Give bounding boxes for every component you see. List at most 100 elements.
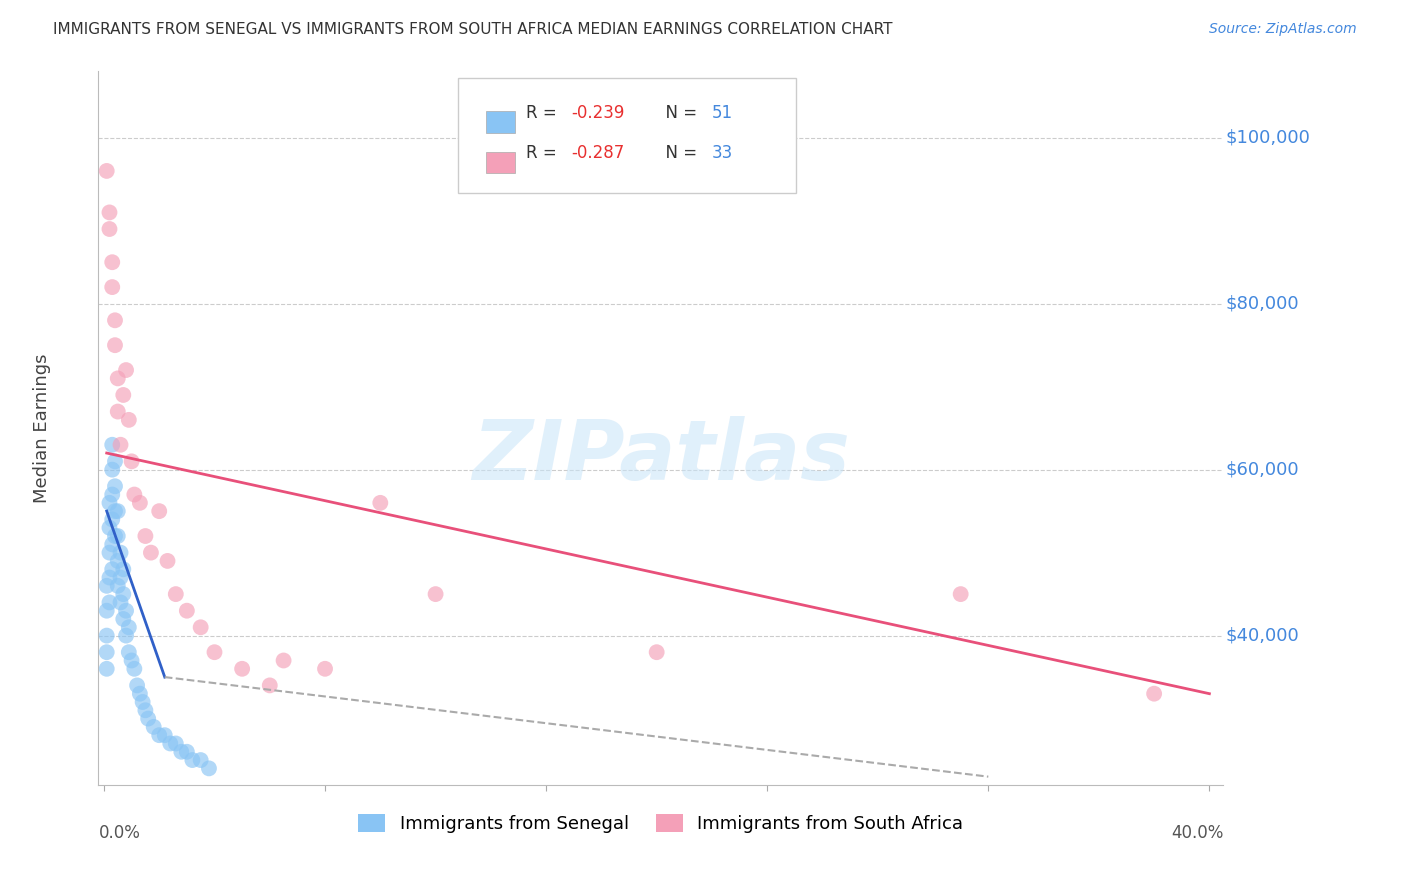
Point bbox=[101, 438, 124, 452]
Point bbox=[107, 371, 129, 385]
Point bbox=[96, 645, 118, 659]
Point bbox=[273, 653, 295, 667]
Point bbox=[176, 604, 198, 618]
Point bbox=[118, 645, 141, 659]
Point bbox=[1143, 687, 1166, 701]
Point bbox=[107, 529, 129, 543]
Point bbox=[118, 413, 141, 427]
Point bbox=[115, 629, 138, 643]
Point bbox=[107, 504, 129, 518]
Point bbox=[136, 712, 159, 726]
Point bbox=[101, 487, 124, 501]
Point bbox=[96, 604, 118, 618]
Point bbox=[165, 587, 187, 601]
Point bbox=[142, 720, 165, 734]
Point bbox=[96, 579, 118, 593]
Point bbox=[159, 736, 181, 750]
Point bbox=[148, 728, 170, 742]
Point bbox=[104, 529, 127, 543]
Point bbox=[204, 645, 226, 659]
Point bbox=[176, 745, 198, 759]
FancyBboxPatch shape bbox=[486, 112, 515, 133]
Text: Source: ZipAtlas.com: Source: ZipAtlas.com bbox=[1209, 22, 1357, 37]
Point bbox=[156, 554, 179, 568]
Text: Median Earnings: Median Earnings bbox=[34, 353, 51, 503]
Point bbox=[128, 496, 150, 510]
Point bbox=[112, 388, 135, 402]
Text: $80,000: $80,000 bbox=[1226, 294, 1299, 313]
Point bbox=[148, 504, 170, 518]
Point bbox=[190, 620, 212, 634]
Text: 40.0%: 40.0% bbox=[1171, 824, 1223, 842]
Point bbox=[190, 753, 212, 767]
Point bbox=[112, 587, 135, 601]
Point bbox=[98, 570, 121, 584]
Point bbox=[368, 496, 391, 510]
Point bbox=[124, 662, 146, 676]
Text: IMMIGRANTS FROM SENEGAL VS IMMIGRANTS FROM SOUTH AFRICA MEDIAN EARNINGS CORRELAT: IMMIGRANTS FROM SENEGAL VS IMMIGRANTS FR… bbox=[53, 22, 893, 37]
Point bbox=[259, 678, 281, 692]
Point bbox=[104, 479, 127, 493]
Point bbox=[101, 562, 124, 576]
Point bbox=[101, 255, 124, 269]
Point bbox=[425, 587, 447, 601]
Point bbox=[101, 280, 124, 294]
Point bbox=[128, 687, 150, 701]
Point bbox=[101, 512, 124, 526]
Point bbox=[115, 604, 138, 618]
Point bbox=[104, 504, 127, 518]
Point bbox=[107, 554, 129, 568]
Point bbox=[170, 745, 193, 759]
Point bbox=[110, 438, 132, 452]
Point bbox=[107, 579, 129, 593]
Text: 0.0%: 0.0% bbox=[98, 824, 141, 842]
Text: R =: R = bbox=[526, 103, 562, 121]
Point bbox=[645, 645, 668, 659]
Point bbox=[131, 695, 153, 709]
Point bbox=[231, 662, 253, 676]
Text: N =: N = bbox=[655, 145, 703, 162]
Point bbox=[107, 404, 129, 418]
Point bbox=[98, 496, 121, 510]
Point bbox=[118, 620, 141, 634]
Point bbox=[98, 546, 121, 560]
Legend: Immigrants from Senegal, Immigrants from South Africa: Immigrants from Senegal, Immigrants from… bbox=[352, 806, 970, 840]
Point bbox=[949, 587, 972, 601]
Point bbox=[96, 662, 118, 676]
Point bbox=[96, 629, 118, 643]
Point bbox=[112, 562, 135, 576]
Point bbox=[98, 222, 121, 236]
Point bbox=[153, 728, 176, 742]
Point bbox=[112, 612, 135, 626]
Point bbox=[124, 487, 146, 501]
Point bbox=[110, 570, 132, 584]
Text: $40,000: $40,000 bbox=[1226, 626, 1299, 645]
Point bbox=[134, 529, 156, 543]
Point bbox=[104, 313, 127, 327]
Text: ZIPatlas: ZIPatlas bbox=[472, 417, 849, 497]
Point bbox=[96, 164, 118, 178]
Text: N =: N = bbox=[655, 103, 703, 121]
Text: -0.239: -0.239 bbox=[571, 103, 624, 121]
Point bbox=[101, 463, 124, 477]
Point bbox=[104, 454, 127, 468]
Point bbox=[110, 546, 132, 560]
Point bbox=[98, 205, 121, 219]
Text: 51: 51 bbox=[711, 103, 733, 121]
Text: -0.287: -0.287 bbox=[571, 145, 624, 162]
Point bbox=[115, 363, 138, 377]
Point bbox=[104, 338, 127, 352]
Point bbox=[98, 595, 121, 609]
Point bbox=[181, 753, 204, 767]
Point bbox=[139, 546, 162, 560]
Point bbox=[101, 537, 124, 551]
Point bbox=[127, 678, 149, 692]
Point bbox=[110, 595, 132, 609]
Point bbox=[134, 703, 156, 717]
Text: R =: R = bbox=[526, 145, 562, 162]
Text: $100,000: $100,000 bbox=[1226, 128, 1310, 147]
FancyBboxPatch shape bbox=[486, 152, 515, 173]
Point bbox=[314, 662, 336, 676]
Point bbox=[165, 736, 187, 750]
Text: 33: 33 bbox=[711, 145, 733, 162]
